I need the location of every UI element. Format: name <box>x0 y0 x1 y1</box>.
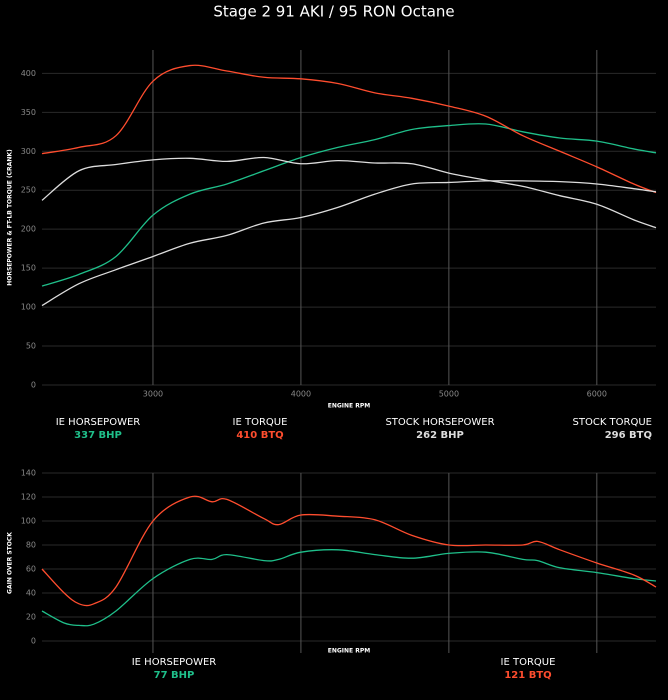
legend-value: 77 BHP <box>154 670 195 681</box>
y-tick-label: 350 <box>21 108 36 117</box>
legend-value: 262 BHP <box>416 430 464 441</box>
y-tick-label: 200 <box>21 225 36 234</box>
y-tick-label: 300 <box>21 147 36 156</box>
legend-value: 121 BTQ <box>504 670 551 681</box>
y-tick-label: 250 <box>21 186 36 195</box>
y-tick-label: 60 <box>26 565 36 574</box>
legend-label: IE HORSEPOWER <box>56 417 141 428</box>
y-tick-label: 100 <box>21 303 36 312</box>
legend-value: 337 BHP <box>74 430 122 441</box>
y-axis-label: HORSEPOWER & FT-LB TORQUE (CRANK) <box>7 149 14 286</box>
y-tick-label: 100 <box>21 517 36 526</box>
legend-label: IE TORQUE <box>501 657 556 668</box>
legend-value: 410 BTQ <box>236 430 283 441</box>
series-line <box>41 180 657 307</box>
y-axis-label: GAIN OVER STOCK <box>7 532 14 594</box>
y-tick-label: 80 <box>26 541 36 550</box>
legend-value: 296 BTQ <box>605 430 652 441</box>
y-tick-label: 120 <box>21 493 36 502</box>
series-line <box>41 549 657 627</box>
x-tick-label: 3000 <box>143 390 163 399</box>
y-tick-label: 50 <box>26 342 36 351</box>
x-tick-label: 4000 <box>291 390 311 399</box>
series-line <box>41 64 657 194</box>
series-line <box>41 123 657 287</box>
x-tick-label: 5000 <box>439 390 459 399</box>
legend-label: IE TORQUE <box>233 417 288 428</box>
series-line <box>41 156 657 229</box>
legend-label: IE HORSEPOWER <box>132 657 217 668</box>
x-tick-label: 6000 <box>587 390 607 399</box>
chart-title: Stage 2 91 AKI / 95 RON Octane <box>213 3 454 21</box>
y-tick-label: 0 <box>31 637 36 646</box>
y-tick-label: 20 <box>26 613 36 622</box>
y-tick-label: 400 <box>21 69 36 78</box>
legend-label: STOCK HORSEPOWER <box>385 417 494 428</box>
y-tick-label: 140 <box>21 469 36 478</box>
y-tick-label: 0 <box>31 381 36 390</box>
x-axis-label: ENGINE RPM <box>328 403 371 410</box>
series-line <box>41 495 657 607</box>
legend-label: STOCK TORQUE <box>573 417 652 428</box>
y-tick-label: 40 <box>26 589 36 598</box>
x-axis-label: ENGINE RPM <box>328 648 371 655</box>
y-tick-label: 150 <box>21 264 36 273</box>
